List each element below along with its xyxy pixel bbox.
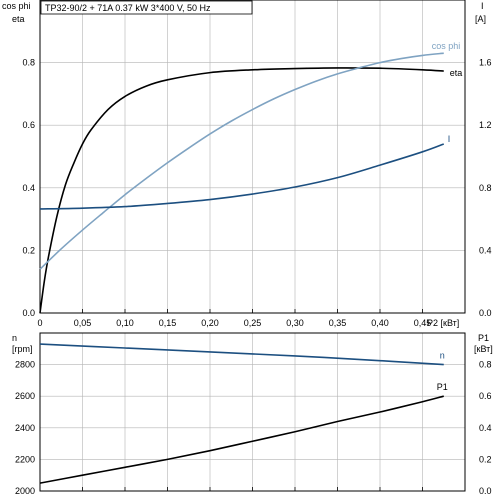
x-tick-label: 0,15 <box>159 318 177 328</box>
bottom-right-tick-label: 0.4 <box>479 423 492 433</box>
x-tick-label: 0,05 <box>74 318 92 328</box>
chart-title: TP32-90/2 + 71A 0.37 kW 3*400 V, 50 Hz <box>45 3 211 13</box>
series-label-eta: eta <box>450 68 463 78</box>
series-line-i <box>39 143 445 210</box>
top-plot-frame <box>39 0 466 314</box>
top-panel-tick-labels: 0 0,05 0,10 0,15 0,20 0,25 0,30 0,35 0,40 0,45 0.0… <box>22 58 491 328</box>
top-right-tick-label: 0.0 <box>479 308 492 318</box>
top-left-tick-label: 0.6 <box>22 120 35 130</box>
top-left-axis-label-2: eta <box>12 14 25 24</box>
top-right-axis-label-2: [A] <box>475 14 486 24</box>
bottom-left-tick-label: 2800 <box>15 360 35 370</box>
top-right-tick-label: 1.2 <box>479 120 492 130</box>
x-tick-label: 0,35 <box>329 318 347 328</box>
bottom-right-tick-label: 0.0 <box>479 486 492 496</box>
x-tick-label: 0,40 <box>371 318 389 328</box>
top-left-tick-label: 0.2 <box>22 245 35 255</box>
top-right-tick-label: 0.8 <box>479 183 492 193</box>
bottom-panel-series: n P1 <box>39 343 448 484</box>
x-tick-label: 0,10 <box>116 318 134 328</box>
x-tick-label: 0,20 <box>201 318 219 328</box>
bottom-right-axis-label-2: [кВт] <box>474 344 493 354</box>
series-label-p1: P1 <box>437 382 448 392</box>
series-line-cos-phi <box>39 52 444 270</box>
x-tick-label: 0,25 <box>244 318 262 328</box>
bottom-left-tick-label: 2400 <box>15 423 35 433</box>
series-label-i: I <box>448 134 451 144</box>
top-panel-series: eta cos phi I <box>39 41 463 314</box>
bottom-right-tick-label: 0.2 <box>479 454 492 464</box>
bottom-panel-tick-labels: 2000 2200 2400 2600 2800 0.0 0.2 0.4 0.6 0.8 <box>15 360 492 496</box>
x-axis-label: P2 [кВт] <box>427 318 459 328</box>
series-line-p1 <box>39 395 444 484</box>
bottom-right-axis-label-1: P1 <box>478 333 489 343</box>
series-line-eta <box>39 67 444 314</box>
bottom-left-tick-label: 2200 <box>15 454 35 464</box>
title-box <box>40 0 253 15</box>
x-tick-label: 0,30 <box>286 318 304 328</box>
series-line-n <box>39 343 444 366</box>
top-right-axis-label-1: I <box>481 1 484 11</box>
bottom-left-axis-label-2: [rpm] <box>12 344 33 354</box>
bottom-left-axis-label-1: n <box>12 333 17 343</box>
top-right-tick-label: 1.6 <box>479 58 492 68</box>
series-label-cos-phi: cos phi <box>432 41 461 51</box>
bottom-left-tick-label: 2600 <box>15 391 35 401</box>
x-tick-label: 0,45 <box>414 318 432 328</box>
bottom-plot-frame <box>39 332 466 492</box>
bottom-right-tick-label: 0.6 <box>479 391 492 401</box>
top-left-tick-label: 0.4 <box>22 183 35 193</box>
x-tick-label: 0 <box>37 318 42 328</box>
bottom-left-tick-label: 2000 <box>15 486 35 496</box>
top-left-tick-label: 0.0 <box>22 308 35 318</box>
top-right-tick-label: 0.4 <box>479 245 492 255</box>
series-label-n: n <box>440 351 445 361</box>
top-left-tick-label: 0.8 <box>22 58 35 68</box>
top-left-axis-label-1: cos phi <box>2 1 31 11</box>
bottom-right-tick-label: 0.8 <box>479 360 492 370</box>
